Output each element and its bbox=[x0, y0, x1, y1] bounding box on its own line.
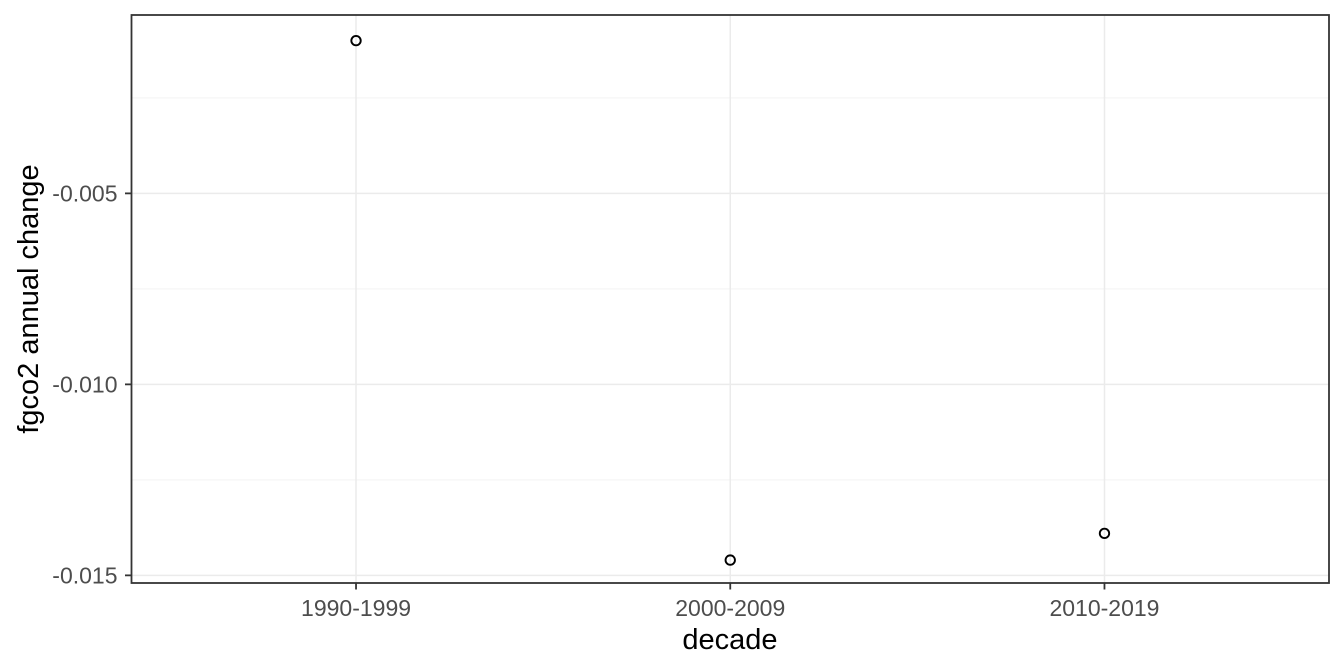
y-tick-label: -0.005 bbox=[52, 180, 117, 206]
x-tick-label: 2000-2009 bbox=[675, 595, 785, 621]
y-tick-label: -0.015 bbox=[52, 562, 117, 588]
plot-panel: -0.005 -0.010 -0.015 1990-1999 2000-2009 2010… bbox=[52, 14, 1330, 621]
data-point bbox=[350, 34, 362, 47]
data-point bbox=[724, 554, 736, 566]
data-point bbox=[1098, 527, 1111, 539]
x-tick-label: 2010-2019 bbox=[1049, 595, 1159, 621]
y-axis-title: fgco2 annual change bbox=[13, 164, 45, 433]
x-tick-label: 1990-1999 bbox=[301, 595, 411, 621]
y-tick-label: -0.010 bbox=[52, 371, 117, 397]
x-axis-title: decade bbox=[682, 624, 777, 656]
